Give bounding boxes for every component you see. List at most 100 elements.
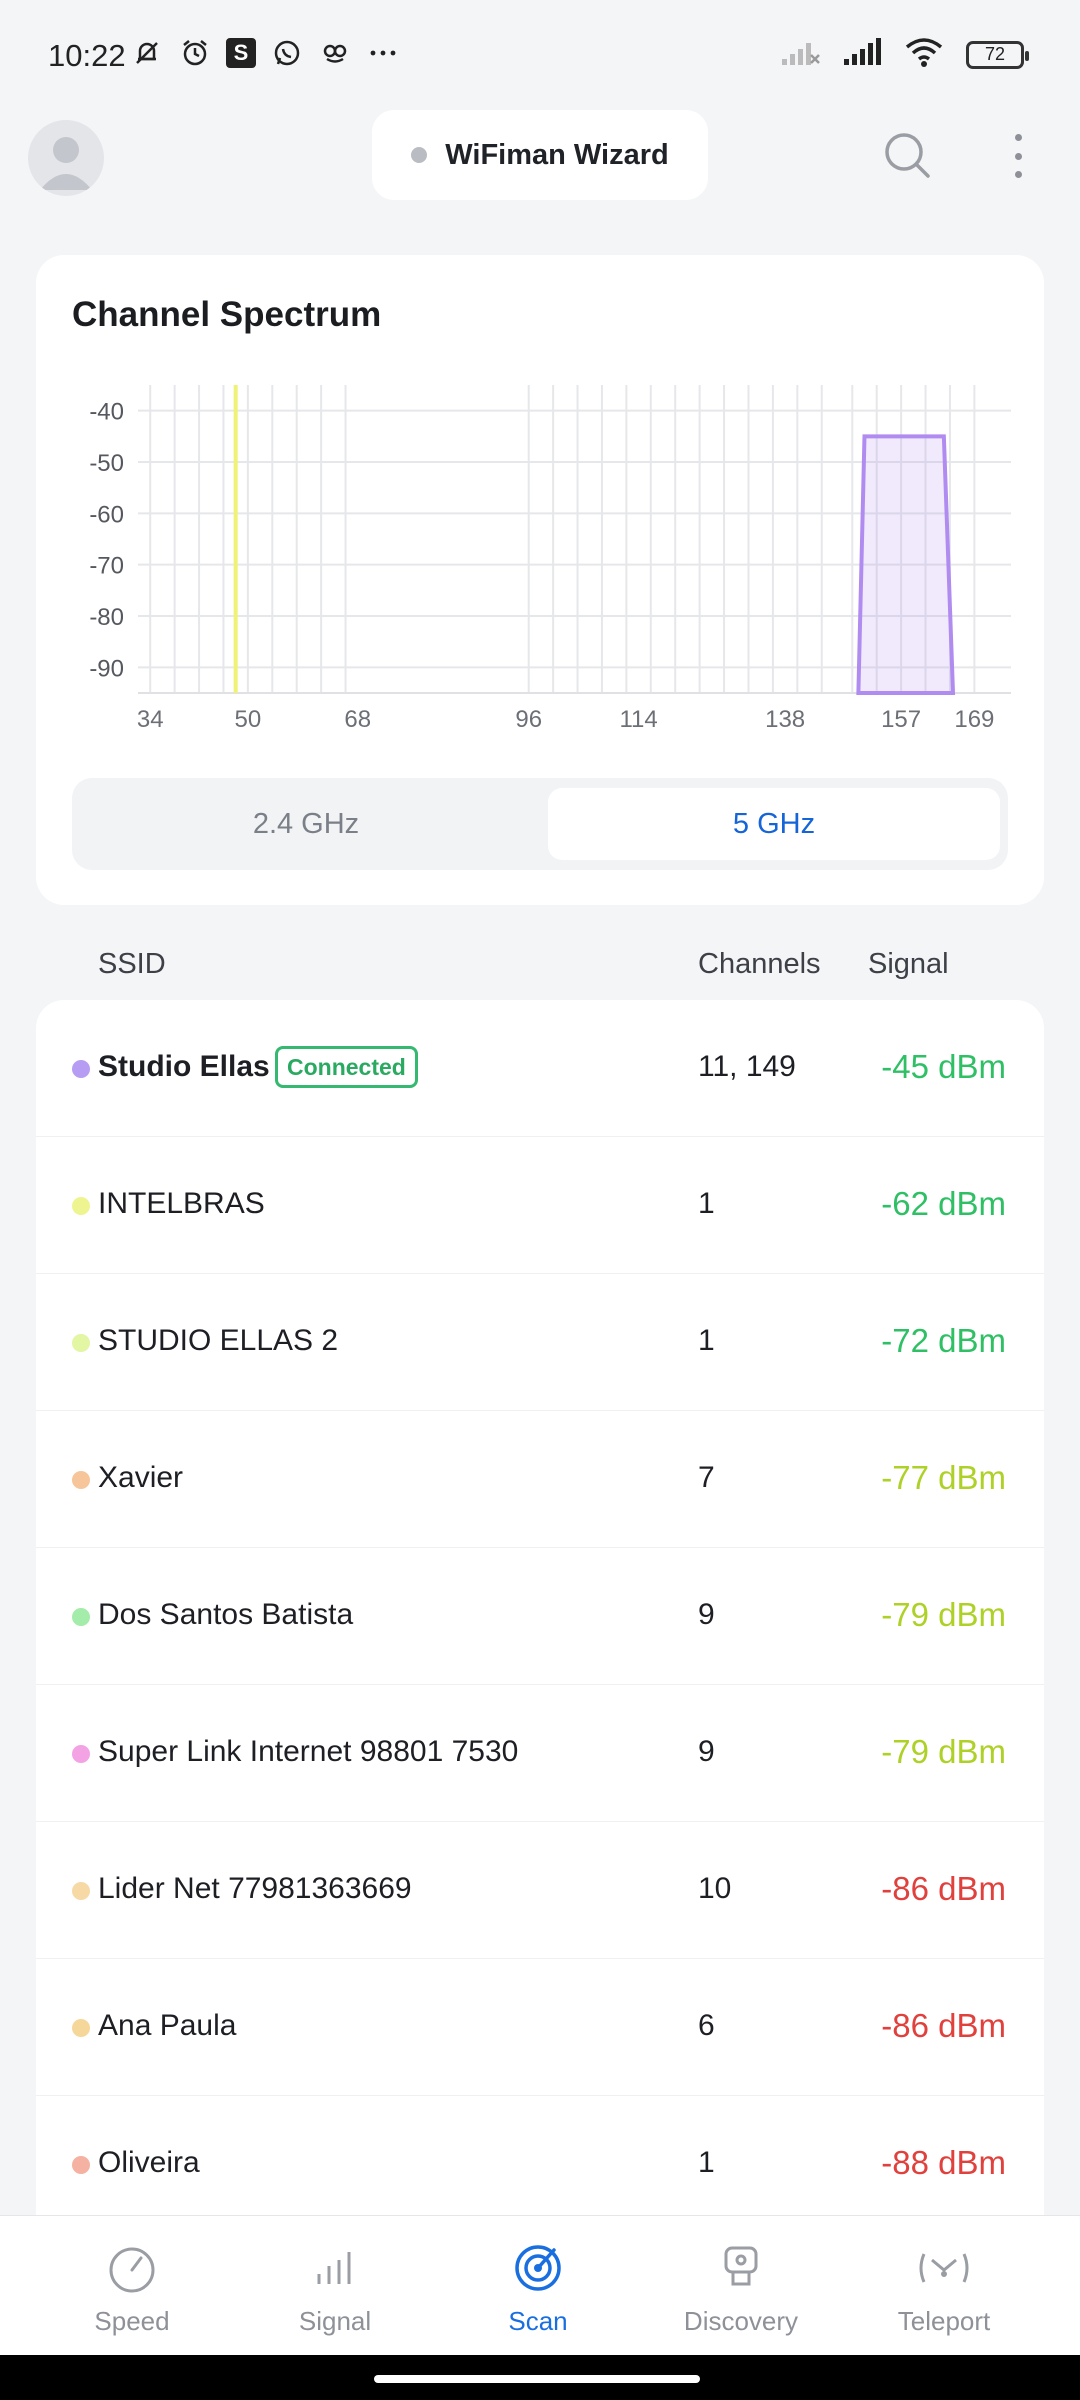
nav-label: Discovery [683,2306,799,2336]
network-row[interactable]: Xavier 7 -77 dBm [36,1411,1044,1548]
network-channels: 1 [698,1187,715,1220]
cell-signal-icon [842,37,882,72]
system-icons: 72 [780,36,1029,73]
avatar[interactable] [28,120,104,196]
network-ssid: Super Link Internet 98801 7530 [98,1735,519,1768]
cell-signal-no-service-icon [780,37,820,72]
y-tick-label: -60 [89,501,124,528]
network-ssid: Ana Paula [98,2009,237,2042]
connected-badge: Connected [275,1046,418,1088]
network-row[interactable]: Oliveira 1 -88 dBm [36,2096,1044,2215]
nav-label: Speed [94,2306,170,2336]
network-signal: -62 dBm [881,1185,1006,1222]
network-ssid: INTELBRAS [98,1187,265,1220]
band-5ghz-tab[interactable]: 5 GHz [548,788,1000,860]
network-row[interactable]: Dos Santos Batista 9 -79 dBm [36,1548,1044,1685]
network-color-dot [72,1608,90,1626]
network-list-header: SSID Channels Signal [0,930,1080,1000]
y-tick-label: -90 [89,655,124,682]
card-title: Channel Spectrum [72,295,382,334]
network-channels: 1 [698,1324,715,1357]
search-icon [885,133,930,178]
network-row[interactable]: Ana Paula 6 -86 dBm [36,1959,1044,2096]
x-tick-label: 138 [765,706,805,733]
column-channels: Channels [698,948,821,980]
nav-scan[interactable]: Scan [436,2216,640,2356]
column-ssid: SSID [98,948,166,980]
network-color-dot [72,2019,90,2037]
nav-signal[interactable]: Signal [233,2216,437,2356]
network-color-dot [72,1745,90,1763]
signal-bars-icon [317,2252,351,2284]
nav-speed[interactable]: Speed [30,2216,234,2356]
network-row[interactable]: Lider Net 77981363669 10 -86 dBm [36,1822,1044,1959]
network-row[interactable]: Super Link Internet 98801 7530 9 -79 dBm [36,1685,1044,1822]
x-tick-label: 169 [954,706,994,733]
nav-label: Signal [298,2306,372,2336]
network-row[interactable]: INTELBRAS 1 -62 dBm [36,1137,1044,1274]
band-2-4ghz-tab[interactable]: 2.4 GHz [252,807,360,840]
nav-label: Teleport [897,2306,991,2336]
wizard-label: WiFiman Wizard [445,138,669,171]
x-tick-label: 68 [344,706,371,733]
network-signal: -72 dBm [881,1322,1006,1359]
muted-bell-icon [130,36,164,70]
network-signal: -45 dBm [881,1048,1006,1085]
network-color-dot [72,2156,90,2174]
network-row[interactable]: Studio Ellas Connected 11, 149 -45 dBm [36,1000,1044,1137]
wizard-status-dot [411,147,428,163]
network-color-dot [72,1882,90,1900]
nav-discovery[interactable]: Discovery [639,2216,843,2356]
network-color-dot [72,1471,90,1489]
network-channels: 7 [698,1461,715,1494]
network-color-dot [72,1197,90,1215]
spectrum-series-0 [856,434,956,695]
bottom-navigation: Speed Signal Scan Discovery Teleport [0,2215,1080,2355]
y-tick-label: -40 [89,399,124,426]
s-app-icon: S [226,38,256,68]
alarm-icon [178,36,212,70]
network-ssid: Oliveira [98,2146,200,2179]
battery-icon: 72 [966,40,1029,69]
nav-label: Scan [508,2306,568,2336]
network-channels: 9 [698,1598,715,1631]
network-color-dot [72,1060,90,1078]
network-channels: 6 [698,2009,715,2042]
wifi-icon [904,36,944,73]
x-tick-label: 114 [619,706,657,733]
network-signal: -79 dBm [881,1733,1006,1770]
x-tick-label: 34 [137,706,164,733]
channel-spectrum-card: Channel Spectrum -40 -50 -60 -70 -80 -90 34 50 6… [36,255,1044,905]
network-channels: 11, 149 [698,1050,796,1083]
device-discovery-icon [724,2246,758,2286]
whatsapp-icon [270,36,304,70]
notification-icons: S [130,36,400,70]
network-ssid: STUDIO ELLAS 2 [98,1324,339,1357]
wifiman-wizard-button[interactable]: WiFiman Wizard [372,110,708,200]
network-color-dot [72,1334,90,1352]
app-notification-icon [318,36,352,70]
more-options-button[interactable] [1000,128,1036,184]
network-signal: -86 dBm [881,2007,1006,2044]
network-channels: 10 [698,1872,732,1905]
search-button[interactable] [880,128,936,184]
network-channels: 1 [698,2146,715,2179]
network-signal: -77 dBm [881,1459,1006,1496]
x-tick-label: 157 [881,706,921,733]
more-dot [1014,152,1022,160]
nav-teleport[interactable]: Teleport [842,2216,1046,2356]
channel-spectrum-chart: -40 -50 -60 -70 -80 -90 34 50 68 96 114 138 157 169 [89,385,1011,733]
network-signal: -86 dBm [881,1870,1006,1907]
network-ssid: Studio Ellas [98,1050,270,1083]
network-signal: -79 dBm [881,1596,1006,1633]
radar-icon [515,2245,561,2291]
gesture-bar[interactable] [374,2375,700,2383]
y-tick-label: -50 [89,450,124,477]
speedometer-icon [109,2247,155,2293]
status-bar: 10:22 S 72 [0,0,1080,110]
y-tick-label: -70 [89,553,124,580]
more-dot [1014,134,1022,141]
x-tick-label: 50 [235,706,262,733]
network-row[interactable]: STUDIO ELLAS 2 1 -72 dBm [36,1274,1044,1411]
network-channels: 9 [698,1735,715,1768]
